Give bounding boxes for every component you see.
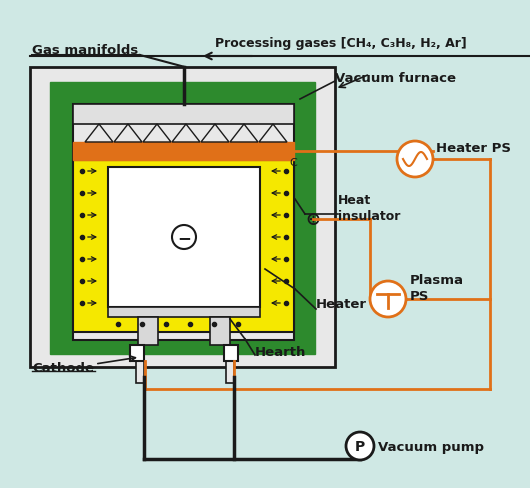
Text: −: − [177,228,191,246]
Circle shape [397,142,433,178]
Bar [108,307,260,317]
Text: P: P [355,439,365,453]
Bar [108,168,260,307]
Text: Heat
insulator: Heat insulator [338,193,400,222]
Text: Hearth: Hearth [255,345,306,358]
Text: Gas manifolds: Gas manifolds [32,43,138,57]
Text: Plasma
PS: Plasma PS [410,273,464,302]
Bar [73,161,294,332]
Bar [226,361,234,383]
Text: Heater: Heater [316,298,367,311]
Bar [138,317,158,346]
Circle shape [346,432,374,460]
Text: Vacuum furnace: Vacuum furnace [335,71,456,84]
Bar [130,346,144,361]
Text: Heater PS: Heater PS [436,141,511,154]
Text: Processing gases [CH₄, C₃H₈, H₂, Ar]: Processing gases [CH₄, C₃H₈, H₂, Ar] [215,38,467,50]
Bar [73,105,294,340]
Bar [73,142,294,161]
Bar [30,68,335,367]
Text: Vacuum pump: Vacuum pump [378,440,484,452]
Text: ⊕: ⊕ [305,210,321,228]
Text: C: C [289,158,297,168]
Text: Cathode: Cathode [32,361,94,374]
Bar [73,105,294,125]
Bar [210,317,230,346]
Bar [50,83,315,354]
Circle shape [370,282,406,317]
Bar [136,361,144,383]
Bar [224,346,238,361]
